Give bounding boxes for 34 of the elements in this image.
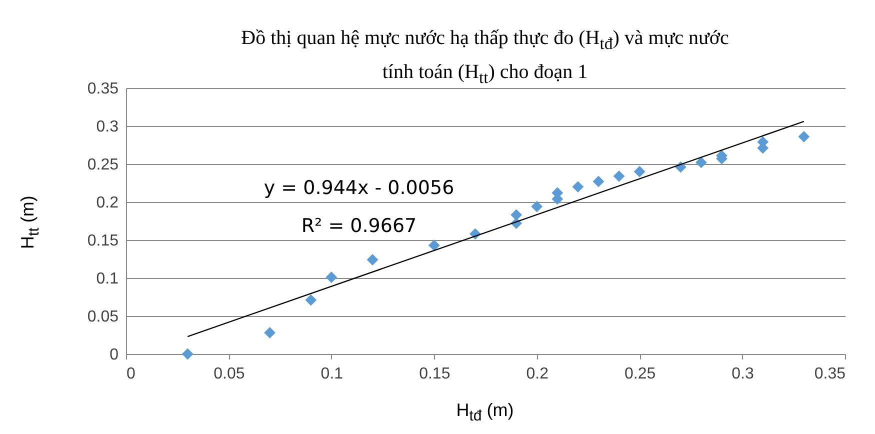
y-tick-label: 0.1	[96, 270, 119, 288]
y-tick-label: 0.3	[96, 118, 119, 136]
point	[305, 294, 317, 306]
chart-title: Đồ thị quan hệ mực nước hạ thấp thực đo (H$_{tđ}$) và mực nước tính toán (H$_{tt}$) cho đoạn 1	[241, 27, 729, 87]
x-tick-label: 0.25	[624, 366, 656, 382]
point	[366, 254, 378, 266]
annotation: R² = 0.9667	[301, 215, 417, 237]
y-tick-label: 0	[110, 346, 119, 364]
x-tick-label: 0.1	[320, 366, 344, 382]
x-tick-label: 0	[126, 366, 136, 382]
y-tick-label: 0.05	[87, 308, 119, 326]
point	[264, 327, 276, 338]
annotation: y = 0.944x - 0.0056	[264, 177, 454, 199]
point	[592, 176, 604, 188]
x-tick-label: 0.3	[732, 366, 754, 382]
point	[613, 170, 625, 182]
point	[531, 200, 543, 212]
point	[798, 130, 810, 142]
point	[634, 166, 646, 178]
x-tick-label: 0.35	[814, 366, 846, 382]
point	[572, 181, 584, 192]
y-tick-label: 0.15	[87, 232, 119, 250]
point	[326, 272, 338, 283]
point	[510, 209, 522, 221]
x-axis-title: H$_{tđ}$ (m)	[455, 400, 515, 425]
y-tick-label: 0.35	[87, 80, 119, 98]
x-tick-label: 0.2	[526, 366, 549, 382]
point	[696, 156, 707, 168]
y-tick-label: 0.25	[87, 156, 119, 174]
x-tick-label: 0.05	[214, 366, 245, 382]
point	[428, 240, 440, 252]
x-tick-label: 0.15	[419, 366, 450, 382]
point	[182, 348, 194, 360]
y-tick-label: 0.2	[96, 194, 119, 212]
